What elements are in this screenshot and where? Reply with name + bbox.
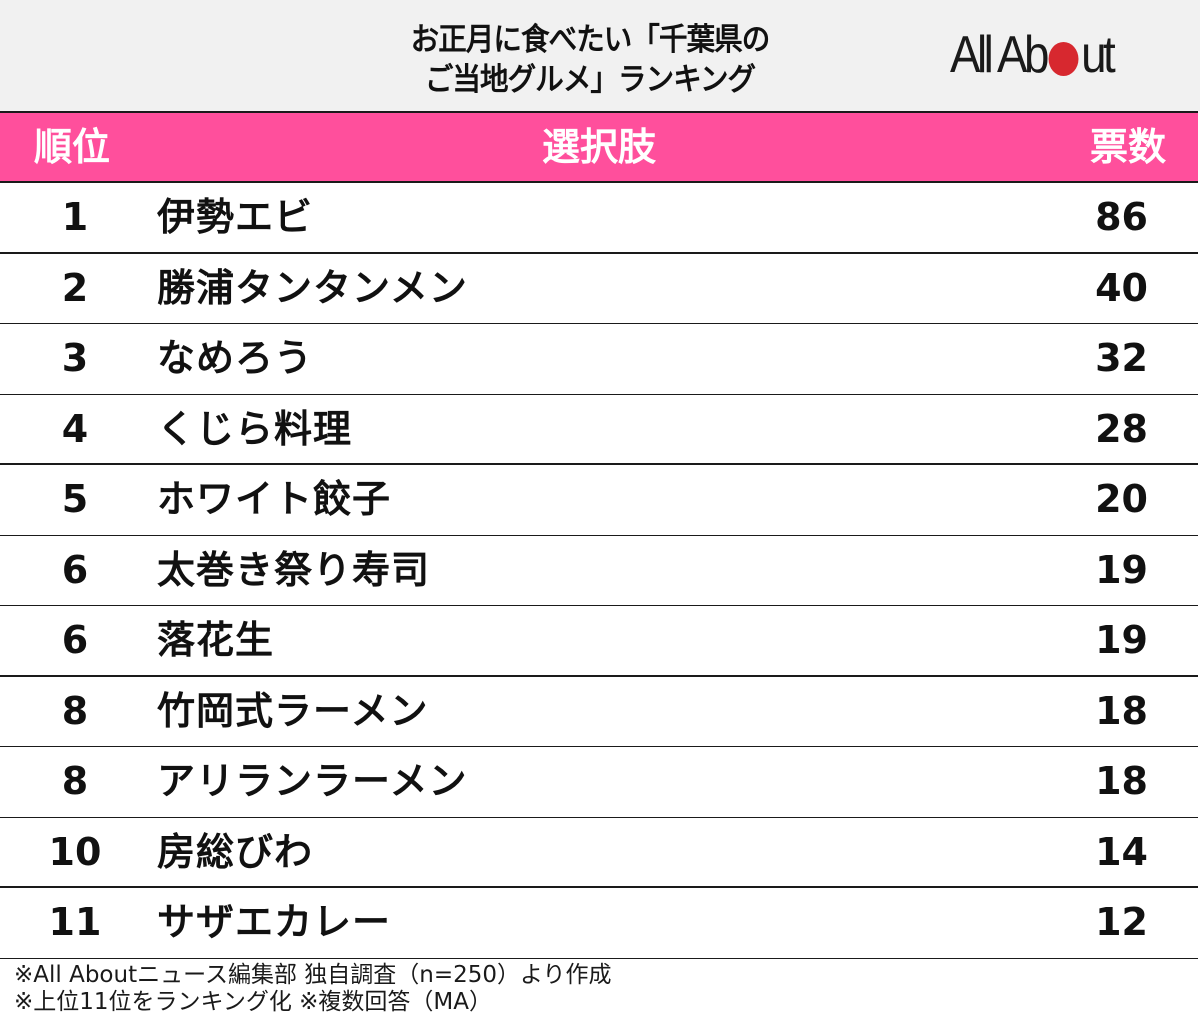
table-row: 2 勝浦タンタンメン 40 [0, 254, 1198, 324]
row-votes: 86 [1095, 195, 1148, 239]
table-row: 1 伊勢エビ 86 [0, 183, 1198, 254]
table-row: 11 サザエカレー 12 [0, 888, 1198, 959]
row-votes: 20 [1095, 477, 1148, 521]
table-row: 4 くじら料理 28 [0, 395, 1198, 465]
logo-red-dot-icon [1048, 42, 1079, 76]
row-name: 勝浦タンタンメン [157, 265, 468, 310]
table-row: 6 太巻き祭り寿司 19 [0, 536, 1198, 606]
table-row: 8 アリランラーメン 18 [0, 747, 1198, 818]
row-votes: 18 [1095, 688, 1148, 733]
row-name: アリランラーメン [157, 759, 468, 803]
row-name: くじら料理 [157, 406, 353, 451]
footnote-method: ※上位11位をランキング化 ※複数回答（MA） [14, 989, 493, 1015]
row-name: 房総びわ [157, 829, 314, 874]
row-name: ホワイト餃子 [157, 477, 392, 521]
row-rank: 10 [48, 829, 102, 874]
title-area: お正月に食べたい「千葉県の ご当地グルメ」ランキング All Ab ut [0, 0, 1200, 111]
table-header: 選択肢 順位 票数 [0, 111, 1198, 183]
row-name: 太巻き祭り寿司 [157, 547, 431, 592]
row-rank: 2 [61, 265, 89, 310]
table-row: 6 落花生 19 [0, 606, 1198, 677]
row-rank: 1 [61, 195, 89, 239]
footnote-source: ※All Aboutニュース編集部 独自調査（n=250）より作成 [14, 962, 612, 988]
chart-title: お正月に食べたい「千葉県の ご当地グルメ」ランキング [323, 20, 857, 100]
row-votes: 32 [1095, 336, 1148, 380]
header-rank: 順位 [34, 125, 111, 169]
table-row: 5 ホワイト餃子 20 [0, 465, 1198, 536]
row-rank: 8 [61, 759, 89, 803]
row-votes: 40 [1095, 265, 1148, 310]
table-row: 10 房総びわ 14 [0, 818, 1198, 888]
table-body: 1 伊勢エビ 86 2 勝浦タンタンメン 40 3 なめろう 32 4 くじら料… [0, 183, 1198, 959]
row-rank: 6 [61, 547, 89, 592]
row-votes: 18 [1095, 759, 1148, 803]
row-votes: 12 [1095, 900, 1148, 944]
row-name: サザエカレー [157, 900, 392, 944]
row-rank: 8 [61, 688, 89, 733]
row-votes: 19 [1095, 547, 1148, 592]
row-name: 落花生 [157, 618, 275, 662]
title-line-1: お正月に食べたい「千葉県の [410, 22, 771, 58]
row-votes: 19 [1095, 618, 1148, 662]
row-rank: 4 [61, 406, 89, 451]
row-name: 竹岡式ラーメン [157, 688, 429, 733]
row-rank: 3 [61, 336, 89, 380]
row-rank: 11 [48, 900, 102, 944]
table-row: 3 なめろう 32 [0, 324, 1198, 395]
row-name: なめろう [157, 336, 314, 380]
row-votes: 28 [1095, 406, 1148, 451]
logo-text-end: ut [1081, 26, 1116, 84]
title-line-2: ご当地グルメ」ランキング [424, 62, 756, 98]
row-rank: 6 [61, 618, 89, 662]
logo-text-start: All Ab [950, 26, 1049, 84]
allabout-logo: All Ab ut [950, 26, 1116, 84]
row-name: 伊勢エビ [157, 195, 314, 239]
header-choice: 選択肢 [541, 125, 656, 169]
header-votes: 票数 [1089, 125, 1166, 169]
table-row: 8 竹岡式ラーメン 18 [0, 677, 1198, 747]
row-rank: 5 [61, 477, 89, 521]
row-votes: 14 [1095, 829, 1148, 874]
footnotes: ※All Aboutニュース編集部 独自調査（n=250）より作成 ※上位11位… [14, 962, 612, 1016]
